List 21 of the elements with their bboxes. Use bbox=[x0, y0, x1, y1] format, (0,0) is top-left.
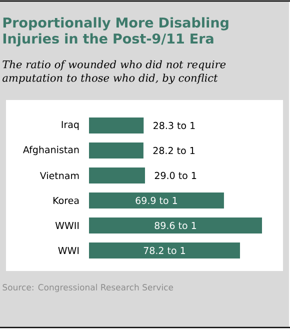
data-label: 78.2 to 1 bbox=[144, 246, 185, 254]
y-tick-label: WWI bbox=[58, 247, 79, 254]
chart-subtitle: The ratio of wounded who did not require amputation to those who did, by conflict bbox=[2, 60, 226, 84]
y-tick-label: Afghanistan bbox=[23, 146, 79, 156]
bar bbox=[89, 168, 145, 184]
data-label: 28.2 to 1 bbox=[153, 146, 195, 154]
chart-title: Proportionally More Disabling Injuries in the Post-9/11 Era bbox=[3, 17, 228, 46]
data-label: 29.0 to 1 bbox=[154, 172, 196, 180]
bar bbox=[89, 118, 144, 134]
bar bbox=[89, 192, 224, 209]
bar bbox=[89, 142, 144, 159]
data-label: 28.3 to 1 bbox=[154, 122, 195, 130]
y-tick-label: WWII bbox=[55, 222, 79, 229]
bar bbox=[89, 242, 240, 259]
data-label: 69.9 to 1 bbox=[136, 196, 177, 204]
y-tick-label: Vietnam bbox=[40, 172, 79, 180]
data-label: 89.6 to 1 bbox=[154, 222, 196, 230]
y-tick-label: Korea bbox=[53, 196, 79, 204]
bar bbox=[89, 218, 262, 234]
source-note: Source: Congressional Research Service bbox=[2, 284, 174, 292]
y-tick-label: Iraq bbox=[62, 121, 79, 130]
